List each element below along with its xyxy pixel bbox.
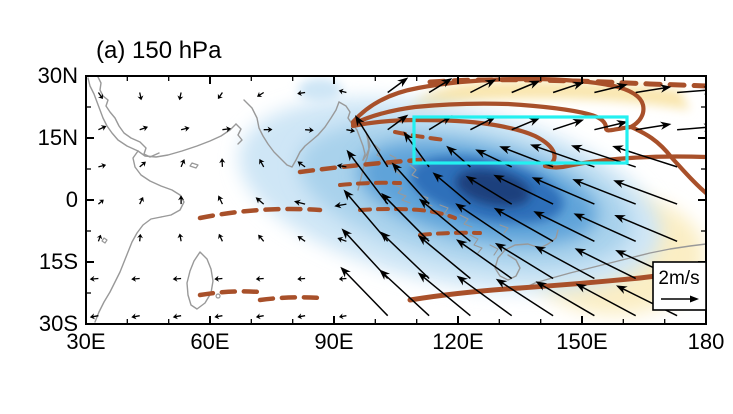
svg-text:15N: 15N (38, 125, 78, 150)
svg-text:90E: 90E (314, 329, 353, 354)
svg-text:2m/s: 2m/s (658, 268, 699, 289)
svg-text:150E: 150E (556, 329, 607, 354)
svg-text:30S: 30S (39, 311, 78, 336)
svg-text:120E: 120E (432, 329, 483, 354)
svg-text:(a) 150 hPa: (a) 150 hPa (96, 37, 222, 64)
svg-text:0: 0 (66, 187, 78, 212)
svg-text:15S: 15S (39, 249, 78, 274)
svg-text:60E: 60E (190, 329, 229, 354)
svg-text:30N: 30N (38, 63, 78, 88)
svg-text:180: 180 (688, 329, 725, 354)
